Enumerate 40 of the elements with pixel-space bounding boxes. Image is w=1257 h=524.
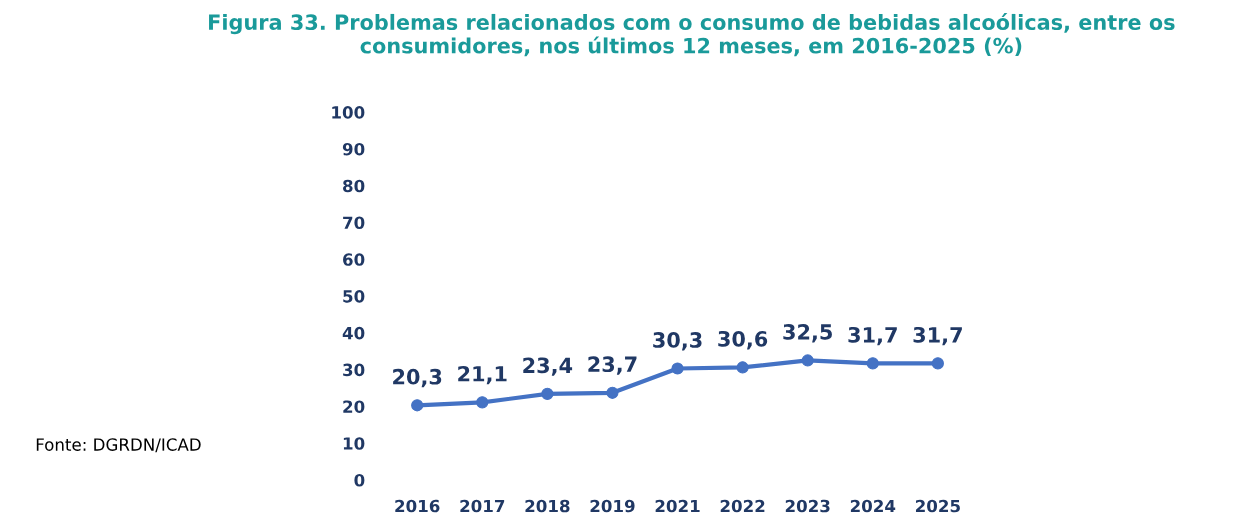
- y-tick-label: 50: [343, 290, 365, 303]
- data-label: 32,5: [783, 323, 832, 343]
- x-tick-label: 2018: [525, 499, 570, 513]
- point: [411, 399, 424, 412]
- point: [606, 386, 619, 399]
- x-tick-label: 2019: [590, 499, 635, 513]
- y-tick-label: 30: [343, 363, 365, 377]
- point: [801, 354, 814, 367]
- x-tick-label: 2022: [720, 499, 765, 513]
- source-note: Fonte: DGRDN/ICAD: [36, 438, 201, 453]
- y-tick-label: 80: [343, 179, 365, 193]
- y-tick-label: 20: [343, 400, 365, 413]
- data-label: 23,7: [588, 356, 637, 375]
- y-tick-label: 100: [332, 106, 365, 119]
- x-tick-label: 2023: [785, 499, 830, 513]
- x-tick-label: 2021: [655, 499, 700, 513]
- y-tick-label: 90: [342, 142, 365, 156]
- x-tick-label: 2024: [850, 499, 896, 513]
- data-label: 20,3: [393, 368, 442, 388]
- data-label: 21,1: [458, 365, 507, 385]
- y-tick-label: 40: [342, 326, 365, 340]
- data-label: 31,7: [848, 326, 897, 346]
- point: [866, 357, 879, 370]
- data-label: 30,6: [718, 330, 768, 350]
- x-tick-label: 2016: [395, 499, 440, 513]
- point: [541, 387, 554, 400]
- data-label: 30,3: [653, 332, 702, 351]
- y-tick-label: 0: [354, 473, 365, 487]
- point: [736, 361, 749, 374]
- chart-title: Figura 33. Problemas relacionados com o consumo de bebidas alcoólicas, entre os consumidores, nos últimos 12 meses, em 2016-2025 (%): [209, 13, 1175, 57]
- point: [671, 362, 684, 375]
- data-label: 31,7: [913, 326, 962, 346]
- x-tick-label: 2025: [915, 499, 960, 513]
- y-tick-label: 10: [343, 437, 365, 450]
- point: [931, 357, 944, 370]
- x-tick-label: 2017: [460, 499, 505, 513]
- point: [476, 396, 489, 409]
- y-tick-label: 70: [343, 216, 365, 230]
- y-tick-label: 60: [343, 253, 365, 266]
- data-label: 23,4: [523, 357, 573, 376]
